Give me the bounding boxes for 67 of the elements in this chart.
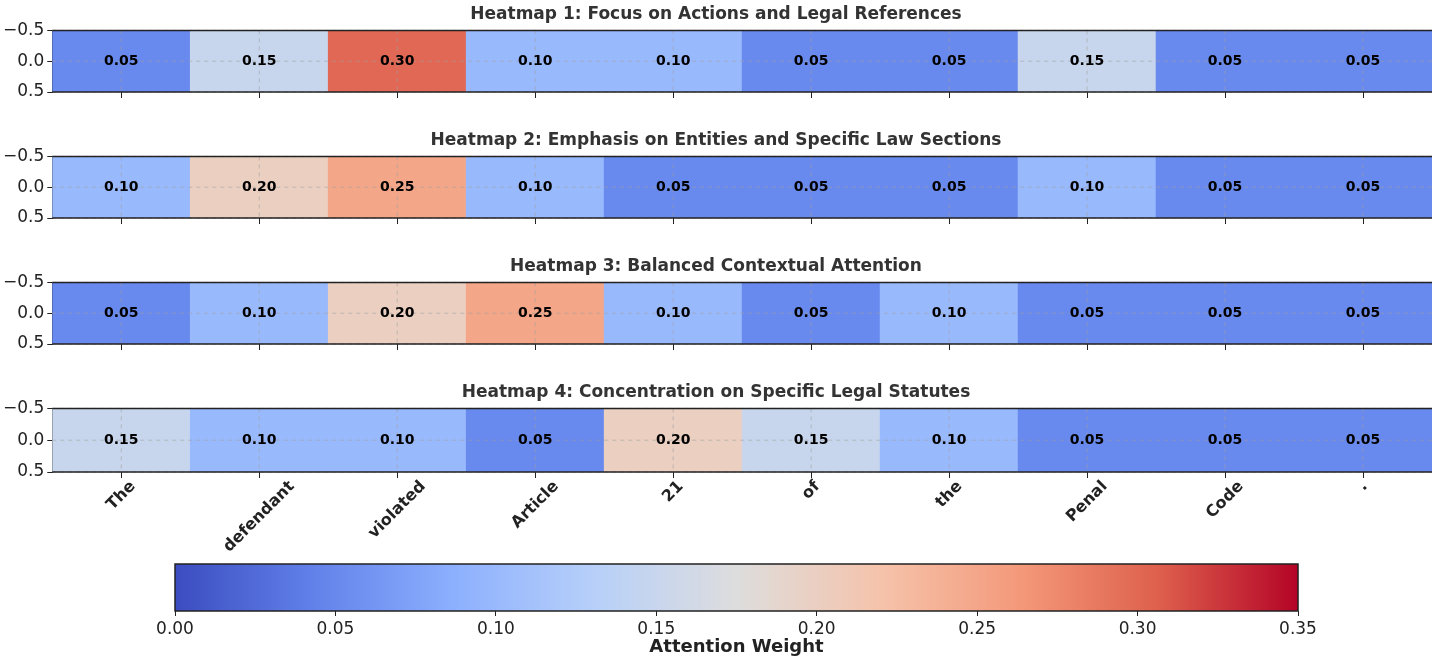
data-label: 0.05: [1207, 430, 1243, 447]
data-label: 0.20: [655, 430, 691, 447]
data-label: 0.05: [1207, 303, 1243, 320]
data-label: 0.05: [1345, 303, 1381, 320]
chart-title: Heatmap 3: Balanced Contextual Attention: [510, 254, 922, 275]
data-label: 0.15: [793, 430, 829, 447]
data-label: 0.05: [793, 177, 829, 194]
data-label: 0.10: [931, 303, 967, 320]
data-label: 0.05: [1345, 177, 1381, 194]
data-label: 0.05: [1345, 51, 1381, 68]
data-label: 0.30: [379, 51, 415, 68]
x-tick-label: 21: [657, 476, 687, 506]
data-label: 0.05: [793, 303, 829, 320]
y-tick-label: −0.5: [3, 18, 45, 39]
data-label: 0.05: [1345, 430, 1381, 447]
y-tick-label: 0.0: [17, 49, 45, 70]
data-label: 0.05: [1069, 303, 1105, 320]
y-tick-label: −0.5: [3, 144, 45, 165]
color-bar-label: 0.30: [1118, 617, 1157, 638]
data-label: 0.10: [517, 177, 553, 194]
y-tick-label: 0.0: [17, 301, 45, 322]
data-label: 0.15: [241, 51, 277, 68]
x-tick-label: .: [1353, 476, 1371, 495]
chart-title: Heatmap 4: Concentration on Specific Legal Statutes: [461, 380, 971, 401]
data-label: 0.10: [931, 430, 967, 447]
data-label: 0.10: [655, 303, 691, 320]
y-tick-label: 0.0: [17, 175, 45, 196]
color-bar-label: 0.25: [958, 617, 997, 638]
data-label: 0.15: [1069, 51, 1105, 68]
data-label: 0.05: [655, 177, 691, 194]
data-label: 0.10: [103, 177, 139, 194]
y-tick-label: 0.5: [17, 80, 45, 101]
data-label: 0.10: [379, 430, 415, 447]
x-tick-label: the: [930, 476, 966, 511]
y-tick-label: 0.5: [17, 460, 45, 481]
data-label: 0.05: [1069, 430, 1105, 447]
data-label: 0.20: [379, 303, 415, 320]
chart-title: Heatmap 1: Focus on Actions and Legal References: [470, 2, 962, 23]
data-label: 0.25: [517, 303, 553, 320]
x-tick-label: of: [797, 475, 824, 503]
y-tick-label: 0.5: [17, 206, 45, 227]
color-bar-label: 0.00: [156, 617, 194, 638]
data-label: 0.10: [517, 51, 553, 68]
data-label: 0.05: [931, 177, 967, 194]
data-label: 0.05: [103, 303, 139, 320]
data-label: 0.15: [103, 430, 139, 447]
data-label: 0.25: [379, 177, 415, 194]
color-bar-label: 0.35: [1279, 617, 1317, 638]
data-label: 0.05: [793, 51, 829, 68]
chart-title: Heatmap 2: Emphasis on Entities and Specific Law Sections: [430, 128, 1002, 149]
data-label: 0.10: [241, 430, 277, 447]
y-tick-label: 0.5: [17, 332, 45, 353]
y-tick-label: −0.5: [3, 396, 45, 417]
y-tick-label: −0.5: [3, 270, 45, 291]
data-label: 0.05: [1207, 177, 1243, 194]
data-label: 0.05: [1207, 51, 1243, 68]
data-label: 0.10: [655, 51, 691, 68]
x-tick-label: The: [101, 476, 139, 514]
color-bar-label: 0.05: [316, 617, 355, 638]
data-label: 0.05: [103, 51, 139, 68]
color-bar-label: 0.10: [476, 617, 515, 638]
data-label: 0.05: [931, 51, 967, 68]
data-label: 0.10: [241, 303, 277, 320]
y-tick-label: 0.0: [17, 428, 45, 449]
data-label: 0.20: [241, 177, 277, 194]
data-label: 0.10: [1069, 177, 1105, 194]
data-label: 0.05: [517, 430, 553, 447]
